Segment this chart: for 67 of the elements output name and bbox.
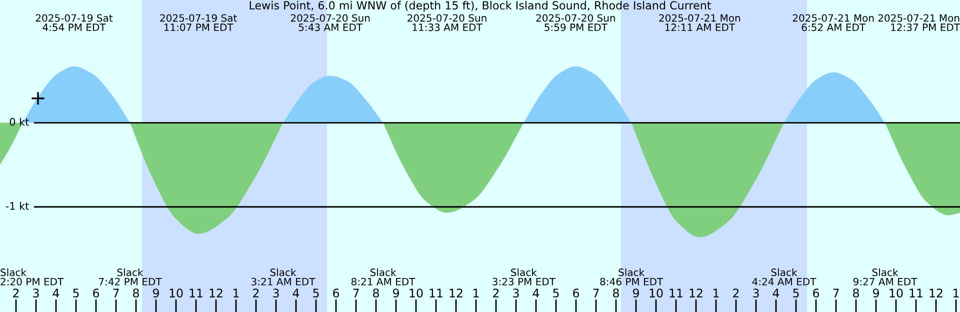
annotation: Slack 8:46 PM EDT bbox=[600, 268, 664, 286]
chart-title: Lewis Point, 6.0 mi WNW of (depth 15 ft), Block Island Sound, Rhode Island Current bbox=[250, 0, 712, 12]
x-tick-label: 11 bbox=[430, 288, 442, 298]
x-tick-label: 6 bbox=[573, 288, 580, 298]
x-tick-label: 2 bbox=[13, 288, 19, 298]
x-tick-label: 12 bbox=[450, 288, 462, 298]
x-tick-label: 6 bbox=[333, 288, 340, 298]
x-tick-label: 10 bbox=[890, 288, 903, 298]
y-tick-label: -1 kt bbox=[6, 202, 29, 210]
x-tick-label: 7 bbox=[353, 288, 359, 298]
x-tick-label: 8 bbox=[373, 288, 379, 298]
x-tick-label: 4 bbox=[532, 288, 540, 298]
y-tick-label: 0 kt bbox=[10, 118, 29, 126]
x-tick-label: 11 bbox=[670, 288, 682, 298]
x-tick-label: 3 bbox=[33, 288, 39, 298]
x-tick-label: 7 bbox=[833, 288, 839, 298]
x-tick-label: 11 bbox=[910, 288, 922, 298]
x-tick-label: 5 bbox=[553, 288, 559, 298]
x-tick-label: 5 bbox=[793, 288, 799, 298]
x-tick-label: 1 bbox=[954, 288, 959, 298]
x-tick-label: 12 bbox=[690, 288, 702, 298]
x-tick-label: 9 bbox=[152, 288, 159, 298]
x-tick-label: 1 bbox=[474, 288, 479, 298]
x-tick-label: 8 bbox=[133, 288, 139, 298]
x-tick-label: 5 bbox=[313, 288, 319, 298]
x-tick-label: 1 bbox=[234, 288, 239, 298]
x-tick-label: 4 bbox=[52, 288, 60, 298]
x-tick-label: 11 bbox=[190, 288, 202, 298]
x-tick-label: 7 bbox=[113, 288, 119, 298]
annotation: Slack 7:42 PM EDT bbox=[99, 268, 162, 286]
annotation: Slack 8:21 AM EDT bbox=[351, 268, 416, 286]
x-tick-label: 6 bbox=[813, 288, 820, 298]
annotation: 2025-07-21 Mon 12:11 AM EDT bbox=[659, 14, 740, 31]
annotation: 2025-07-21 Mon 6:52 AM EDT bbox=[792, 14, 874, 32]
annotation: 2025-07-19 Sat 11:07 PM EDT bbox=[160, 14, 237, 32]
annotation: Slack 2:20 PM EDT bbox=[0, 268, 64, 286]
x-tick-label: 3 bbox=[513, 288, 519, 298]
x-tick-label: 12 bbox=[930, 288, 942, 298]
annotation: Slack 3:21 AM EDT bbox=[252, 268, 316, 286]
x-tick-label: 3 bbox=[753, 288, 759, 298]
x-tick-label: 10 bbox=[410, 288, 423, 298]
x-tick-label: 8 bbox=[853, 288, 859, 298]
x-tick-label: 7 bbox=[593, 288, 599, 298]
x-tick-label: 5 bbox=[73, 288, 79, 298]
annotation: 2025-07-20 Sun 5:59 PM EDT bbox=[536, 14, 615, 32]
x-tick-label: 4 bbox=[292, 288, 300, 298]
x-tick-label: 10 bbox=[170, 288, 183, 298]
x-tick-label: 1 bbox=[714, 288, 719, 298]
x-tick-label: 9 bbox=[632, 288, 639, 298]
annotation: Slack 4:24 AM EDT bbox=[752, 268, 816, 286]
x-tick-label: 9 bbox=[392, 288, 399, 298]
annotation: Slack 9:27 AM EDT bbox=[853, 268, 918, 286]
x-tick-label: 2 bbox=[733, 288, 739, 298]
annotation: 2025-07-19 Sat 4:54 PM EDT bbox=[36, 14, 113, 32]
x-tick-label: 6 bbox=[93, 288, 100, 298]
annotation: Slack 3:23 PM EDT bbox=[492, 268, 556, 286]
annotation: 2025-07-20 Sun 5:43 AM EDT bbox=[290, 14, 370, 32]
x-tick-label: 12 bbox=[210, 288, 222, 298]
x-tick-label: 3 bbox=[273, 288, 279, 298]
annotation: 2025-07-21 Mon 12:37 PM EDT bbox=[878, 14, 960, 32]
x-tick-label: 2 bbox=[253, 288, 259, 298]
x-tick-label: 2 bbox=[493, 288, 499, 298]
annotation: 2025-07-20 Sun 11:33 AM EDT bbox=[408, 14, 486, 32]
x-tick-label: 10 bbox=[650, 288, 663, 298]
x-tick-label: 8 bbox=[613, 288, 619, 298]
x-tick-label: 4 bbox=[772, 288, 780, 298]
x-tick-label: 9 bbox=[872, 288, 879, 298]
